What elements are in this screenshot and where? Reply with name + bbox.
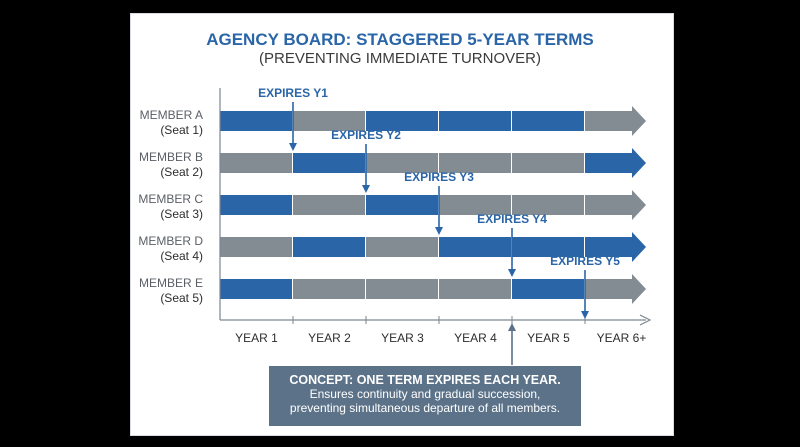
year-label: YEAR 5 (527, 331, 570, 345)
expires-label: EXPIRES Y3 (404, 170, 474, 184)
member-name: MEMBER A (140, 108, 203, 122)
term-arrow (585, 148, 646, 178)
expires-label: EXPIRES Y2 (331, 128, 401, 142)
diagram-subtitle: (PREVENTING IMMEDIATE TURNOVER) (259, 50, 541, 67)
expiry-arrowhead (508, 269, 516, 277)
term-segment (439, 195, 511, 215)
term-segment (293, 237, 365, 257)
term-segment (220, 153, 292, 173)
term-segment (439, 237, 511, 257)
expires-label: EXPIRES Y5 (550, 254, 620, 268)
term-segment (512, 111, 584, 131)
member-rows: MEMBER A(Seat 1) MEMBER B(Seat 2) MEMBER C… (138, 106, 646, 305)
x-axis-arrowhead (639, 314, 652, 326)
year-label: YEAR 4 (454, 331, 497, 345)
term-segment (366, 195, 438, 215)
term-segment (220, 279, 292, 299)
concept-title: CONCEPT: ONE TERM EXPIRES EACH YEAR. (289, 373, 561, 387)
expiry-arrowhead (362, 185, 370, 193)
term-segment (512, 237, 584, 257)
term-segment (220, 237, 292, 257)
expires-label: EXPIRES Y1 (258, 86, 328, 100)
expiry-marker: EXPIRES Y4 (477, 212, 547, 277)
year-label: YEAR 2 (308, 331, 351, 345)
seat-label: (Seat 4) (160, 249, 203, 263)
expiry-marker: EXPIRES Y5 (550, 254, 620, 319)
seat-label: (Seat 3) (160, 207, 203, 221)
concept-text-line: preventing simultaneous departure of all… (289, 401, 561, 415)
member-row: MEMBER C(Seat 3) (138, 190, 646, 221)
member-name: MEMBER E (139, 276, 203, 290)
term-segment (512, 279, 584, 299)
member-name: MEMBER B (139, 150, 203, 164)
year-label: YEAR 3 (381, 331, 424, 345)
member-row: MEMBER D(Seat 4) (138, 232, 646, 263)
term-segment (512, 153, 584, 173)
term-segment (439, 111, 511, 131)
year-label: YEAR 1 (235, 331, 278, 345)
concept-pointer (508, 323, 516, 365)
term-segment (512, 195, 584, 215)
member-row: MEMBER A(Seat 1) (140, 106, 646, 137)
seat-label: (Seat 2) (160, 165, 203, 179)
term-arrow (585, 274, 646, 304)
seat-label: (Seat 1) (160, 123, 203, 137)
term-segment (439, 153, 511, 173)
concept-callout: CONCEPT: ONE TERM EXPIRES EACH YEAR. Ens… (268, 365, 582, 427)
term-segment (220, 111, 292, 131)
term-segment (293, 279, 365, 299)
term-segment (293, 195, 365, 215)
expiry-arrowhead (581, 311, 589, 319)
term-segment (293, 111, 365, 131)
expiry-marker: EXPIRES Y3 (404, 170, 474, 235)
term-arrow (585, 190, 646, 220)
term-segment (439, 279, 511, 299)
year-label: YEAR 6+ (597, 331, 647, 345)
term-segment (366, 279, 438, 299)
term-segment (293, 153, 365, 173)
term-segment (366, 153, 438, 173)
diagram-title: AGENCY BOARD: STAGGERED 5-YEAR TERMS (206, 30, 594, 49)
term-segment (366, 111, 438, 131)
diagram-panel (131, 14, 673, 435)
year-labels: YEAR 1 YEAR 2 YEAR 3 YEAR 4 YEAR 5 YEAR 6+ (235, 331, 646, 345)
expiry-arrowhead (289, 143, 297, 151)
timeline-axis (219, 88, 652, 326)
member-row: MEMBER B(Seat 2) (139, 148, 646, 179)
member-name: MEMBER D (138, 234, 203, 248)
member-row: MEMBER E(Seat 5) (139, 274, 646, 305)
term-arrow (585, 232, 646, 262)
expiry-arrowhead (435, 227, 443, 235)
concept-pointer-arrowhead (508, 323, 516, 331)
term-arrow (585, 106, 646, 136)
expiry-markers: EXPIRES Y1 EXPIRES Y2 EXPIRES Y3 EXPIRES Y4… (258, 86, 620, 365)
concept-text-line: Ensures continuity and gradual successio… (309, 387, 541, 401)
term-segment (220, 195, 292, 215)
expiry-marker: EXPIRES Y1 (258, 86, 328, 151)
seat-label: (Seat 5) (160, 291, 203, 305)
member-name: MEMBER C (138, 192, 203, 206)
expires-label: EXPIRES Y4 (477, 212, 547, 226)
expiry-marker: EXPIRES Y2 (331, 128, 401, 193)
term-segment (366, 237, 438, 257)
